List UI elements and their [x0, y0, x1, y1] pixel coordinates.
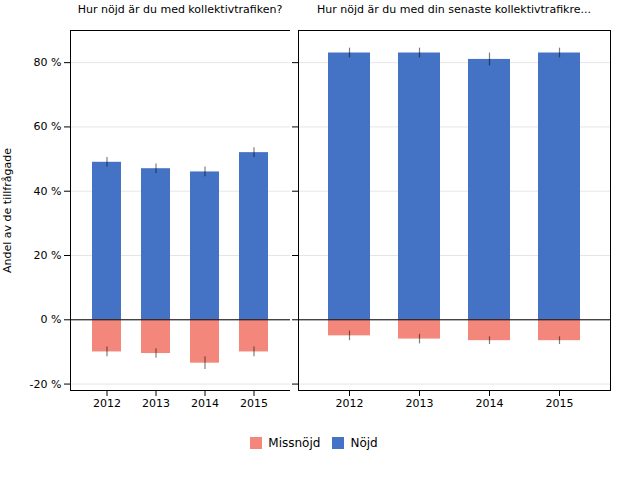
svg-text:2015: 2015	[546, 397, 574, 410]
svg-text:Andel av de tillfrågade: Andel av de tillfrågade	[1, 148, 14, 273]
svg-text:20 %: 20 %	[34, 249, 62, 262]
svg-text:-20 %: -20 %	[30, 378, 62, 391]
html-text:Hur nöjd är du med din senaste: Hur nöjd är du med din senaste kollektiv…	[317, 3, 591, 16]
svg-text:2015: 2015	[240, 397, 268, 410]
svg-text:2012: 2012	[93, 397, 121, 410]
html-text:Missnöjd: Missnöjd	[268, 435, 321, 450]
svg-text:2014: 2014	[191, 397, 219, 410]
html-text:Nöjd: Nöjd	[350, 435, 378, 450]
svg-text:40 %: 40 %	[34, 185, 62, 198]
svg-text:2012: 2012	[336, 397, 364, 410]
svg-text:2014: 2014	[476, 397, 504, 410]
svg-text:60 %: 60 %	[34, 120, 62, 133]
svg-text:0 %: 0 %	[41, 313, 62, 326]
svg-text:80 %: 80 %	[34, 56, 62, 69]
svg-text:2013: 2013	[406, 397, 434, 410]
html-text:Hur nöjd är du med kollektivtr: Hur nöjd är du med kollektivtrafiken?	[77, 3, 283, 16]
svg-text:2013: 2013	[142, 397, 170, 410]
